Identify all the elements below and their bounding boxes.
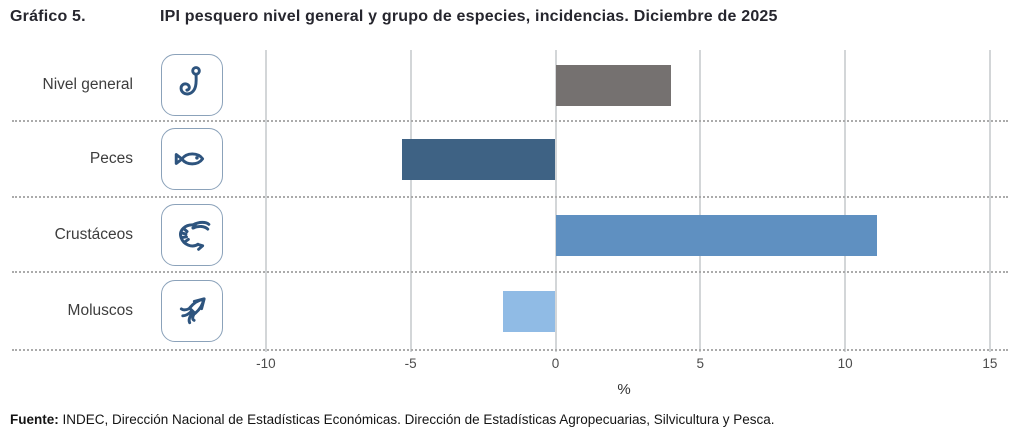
icon-box-peces xyxy=(161,128,223,190)
gridline xyxy=(554,50,557,352)
icon-box-moluscos xyxy=(161,280,223,342)
gridline xyxy=(409,50,412,352)
figure-number-label: Gráfico 5. xyxy=(10,8,86,25)
row-separator xyxy=(12,196,1008,198)
bar-crustaceos xyxy=(555,214,877,256)
figure-header: Gráfico 5. IPI pesquero nivel general y … xyxy=(0,8,1024,32)
category-label-nivel-general: Nivel general xyxy=(42,76,133,93)
row-separator xyxy=(12,120,1008,122)
gridline xyxy=(988,50,991,352)
bar-peces xyxy=(402,138,556,180)
x-tick-label: 5 xyxy=(696,356,705,371)
category-label-peces: Peces xyxy=(89,150,133,167)
category-label-crustaceos: Crustáceos xyxy=(54,226,133,243)
category-label-moluscos: Moluscos xyxy=(67,302,133,319)
row-separator xyxy=(12,271,1008,273)
bar-nivel-general xyxy=(555,65,672,106)
fish-icon xyxy=(174,152,205,166)
icon-box-crustaceos xyxy=(161,204,223,266)
source-label: Fuente: xyxy=(10,412,59,427)
fishhook-icon xyxy=(179,66,201,96)
x-tick-label: -5 xyxy=(404,356,417,371)
x-tick-label: -10 xyxy=(256,356,276,371)
shrimp-icon xyxy=(179,220,211,251)
gridline xyxy=(699,50,702,352)
x-axis-unit-label: % xyxy=(617,381,631,398)
bar-moluscos xyxy=(503,290,556,332)
x-tick-label: 10 xyxy=(837,356,853,371)
icon-box-nivel-general xyxy=(161,54,223,116)
chart-title: IPI pesquero nivel general y grupo de es… xyxy=(160,8,778,25)
source-text: INDEC, Dirección Nacional de Estadística… xyxy=(58,412,775,427)
x-tick-label: 0 xyxy=(551,356,560,371)
x-tick-label: 15 xyxy=(982,356,998,371)
source-note: Fuente: INDEC, Dirección Nacional de Est… xyxy=(10,412,775,427)
squid-icon xyxy=(179,297,206,325)
row-separator xyxy=(12,349,1008,351)
gridline xyxy=(264,50,267,352)
gridline xyxy=(844,50,847,352)
